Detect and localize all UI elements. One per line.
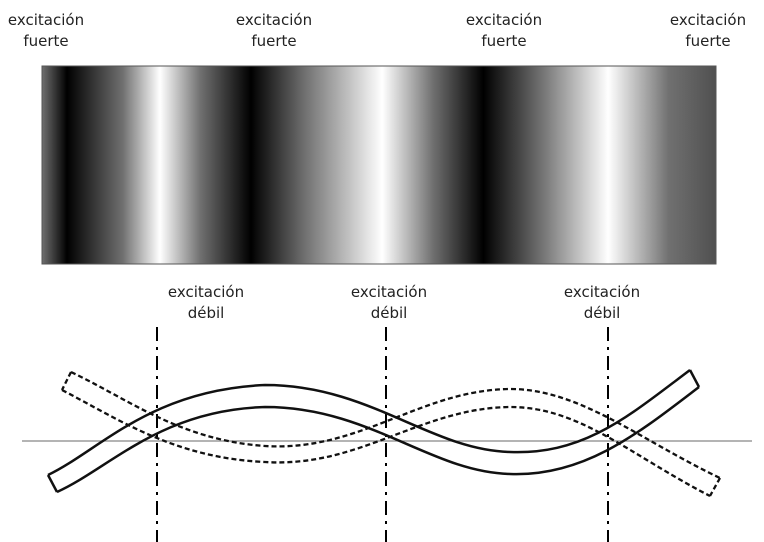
label-line2: débil [370,304,408,322]
label-line2: fuerte [481,32,527,50]
label-line1: excitación [465,11,543,29]
label-line1: excitación [235,11,313,29]
dashed-beam-left-end [60,371,73,391]
solid-beam-outer-edge [47,369,691,477]
dashed-beam-outer-edge [70,370,721,480]
label-line1: excitación [669,11,747,29]
label-line2: fuerte [23,32,69,50]
label-line2: fuerte [685,32,731,50]
weak-excitation-label-3: excitación débil [564,282,640,324]
weak-excitation-label-2: excitación débil [351,282,427,324]
vibrating-beam-solid [46,369,701,494]
strong-excitation-label-2: excitación fuerte [236,10,312,52]
solid-beam-right-end [688,369,701,388]
label-line2: fuerte [251,32,297,50]
label-line1: excitación [167,283,245,301]
dashed-beam-inner-edge [61,388,711,498]
label-line1: excitación [563,283,641,301]
strong-excitation-label-4: excitación fuerte [670,10,746,52]
label-line1: excitación [7,11,85,29]
solid-beam-inner-edge [56,386,700,494]
strong-excitation-label-1: excitación fuerte [8,10,84,52]
label-line2: débil [583,304,621,322]
label-line1: excitación [350,283,428,301]
excitation-intensity-band [41,65,717,265]
weak-excitation-label-1: excitación débil [168,282,244,324]
vibrating-beam-dashed [60,370,722,498]
strong-excitation-label-3: excitación fuerte [466,10,542,52]
solid-beam-left-end [46,474,59,493]
label-line2: débil [187,304,225,322]
dashed-beam-right-end [708,477,722,497]
